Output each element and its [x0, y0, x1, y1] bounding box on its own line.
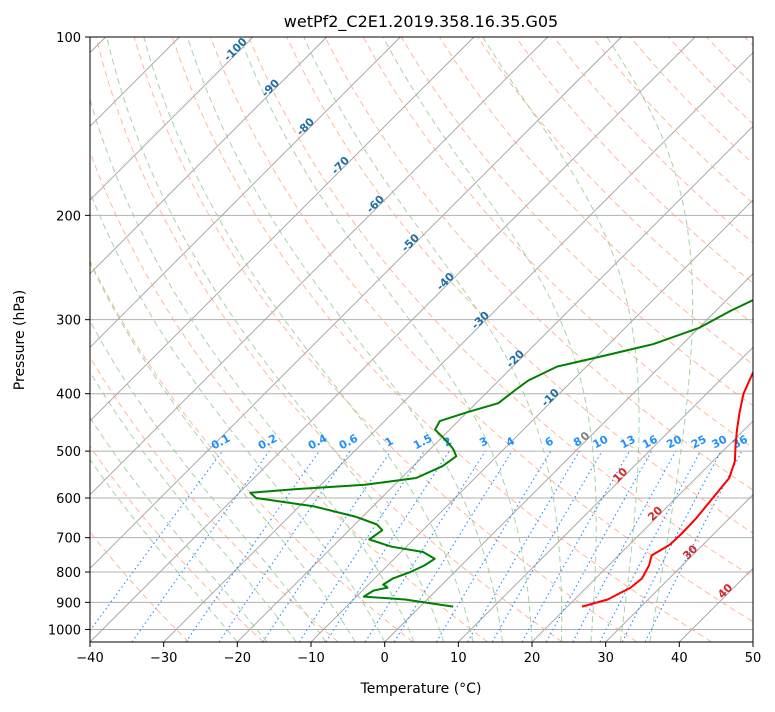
x-tick-label: 20 — [524, 651, 541, 666]
y-tick-label: 100 — [56, 31, 81, 46]
chart-title: wetPf2_C2E1.2019.358.16.35.G05 — [284, 12, 558, 32]
y-tick-label: 1000 — [48, 623, 81, 638]
y-tick-label: 900 — [56, 596, 81, 611]
y-tick-label: 800 — [56, 566, 81, 581]
x-tick-label: −10 — [297, 651, 324, 666]
y-tick-label: 600 — [56, 492, 81, 507]
x-tick-label: 0 — [381, 651, 389, 666]
x-tick-label: 50 — [745, 651, 762, 666]
y-tick-label: 200 — [56, 209, 81, 224]
x-tick-label: −30 — [150, 651, 177, 666]
x-tick-label: 40 — [671, 651, 688, 666]
y-tick-label: 700 — [56, 532, 81, 547]
x-tick-label: −40 — [76, 651, 103, 666]
y-axis-label: Pressure (hPa) — [12, 290, 28, 390]
y-tick-label: 400 — [56, 388, 81, 403]
x-tick-label: −20 — [224, 651, 251, 666]
isotherm-line — [753, 37, 775, 642]
x-axis-label: Temperature (°C) — [360, 681, 482, 697]
x-tick-label: 30 — [597, 651, 614, 666]
y-tick-label: 500 — [56, 445, 81, 460]
y-tick-label: 300 — [56, 314, 81, 329]
x-tick-label: 10 — [450, 651, 467, 666]
